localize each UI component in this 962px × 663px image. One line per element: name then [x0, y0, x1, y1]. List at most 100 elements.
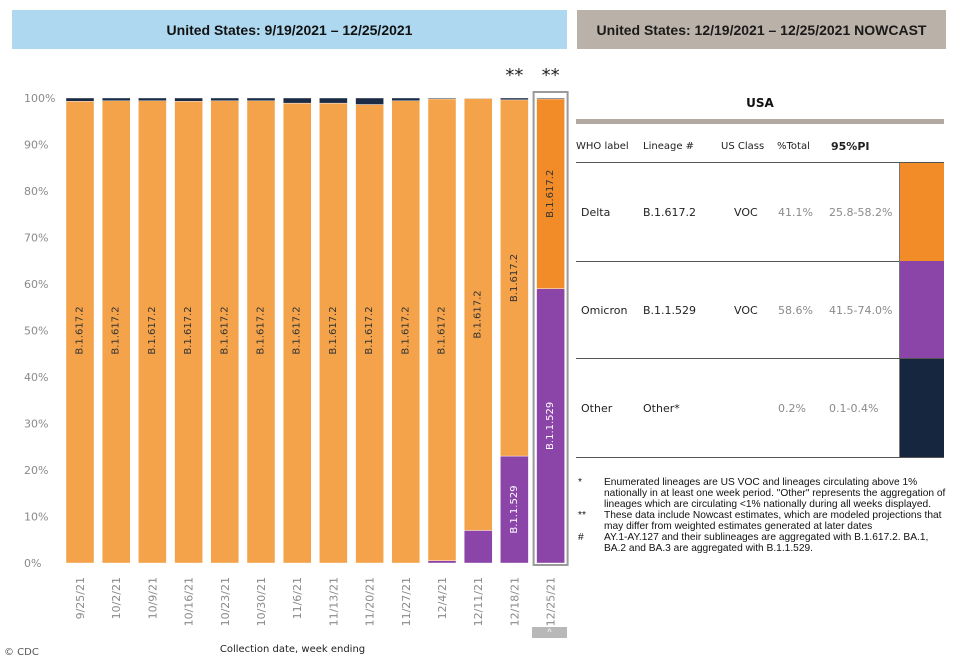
- col-pi: 95%PI: [831, 140, 870, 153]
- scroll-up-button[interactable]: ^: [532, 627, 567, 638]
- x-axis-label: Collection date, week ending: [219, 644, 366, 655]
- bar-segment: [283, 97, 312, 104]
- x-tick-label: 12/18/21: [508, 577, 521, 626]
- us-class: VOC: [734, 205, 758, 219]
- col-who-label: WHO label: [576, 141, 629, 152]
- bar-data-label: B.1.617.2: [473, 290, 484, 338]
- pct-total: 58.6%: [778, 303, 813, 317]
- pi-range: 25.8-58.2%: [829, 205, 893, 219]
- bar-data-label: B.1.617.2: [147, 306, 158, 354]
- footnote: # AY.1-AY.127 and their sublineages are …: [578, 532, 948, 554]
- bar-segment: [500, 455, 529, 564]
- footnote-marker: #: [578, 532, 584, 543]
- x-tick-label: 12/11/21: [472, 577, 485, 626]
- bar-segment: [65, 101, 95, 564]
- y-tick-label: 40%: [24, 371, 48, 384]
- pi-range: 0.1-0.4%: [829, 401, 879, 415]
- bar-segment: [101, 97, 131, 101]
- table-divider: [576, 261, 944, 262]
- bar-data-label: B.1.1.529: [545, 402, 556, 450]
- bar-segment: [464, 97, 493, 99]
- bar-segment: [174, 101, 203, 564]
- nowcast-bar-frame: [532, 91, 569, 566]
- x-tick-label: 10/2/21: [110, 577, 123, 619]
- footnote-text: AY.1-AY.127 and their sublineages are ag…: [604, 532, 929, 554]
- bar-segment: [391, 100, 420, 564]
- x-tick-label: 10/16/21: [183, 577, 196, 626]
- x-tick-label: 10/23/21: [219, 577, 232, 626]
- bar-data-label: B.1.617.2: [400, 306, 411, 354]
- bar-segment: [427, 97, 457, 100]
- footnote-marker: **: [578, 510, 586, 521]
- y-tick-label: 90%: [24, 139, 48, 152]
- bar-segment: [500, 97, 529, 101]
- bar-segment: [101, 100, 131, 564]
- bar-segment: [536, 97, 565, 100]
- color-swatch-delta: [899, 163, 944, 261]
- x-tick-label: 11/20/21: [364, 577, 377, 626]
- y-tick-label: 100%: [24, 92, 55, 105]
- col-total: %Total: [777, 141, 810, 152]
- bar-segment: [210, 97, 240, 101]
- bar-segment: [355, 104, 384, 564]
- y-tick-label: 20%: [24, 464, 48, 477]
- table-title-rule: [576, 119, 944, 124]
- nowcast-marker: **: [542, 65, 560, 86]
- nowcast-marker: **: [505, 65, 523, 86]
- bar-data-label: B.1.617.2: [183, 306, 194, 354]
- bar-data-label: B.1.617.2: [545, 170, 556, 218]
- table-divider: [576, 358, 944, 359]
- footnote: * Enumerated lineages are US VOC and lin…: [578, 477, 948, 510]
- cdc-logo: © CDC: [4, 647, 39, 658]
- footnote-text: These data include Nowcast estimates, wh…: [604, 510, 942, 532]
- footnote: ** These data include Nowcast estimates,…: [578, 510, 948, 532]
- us-class: VOC: [734, 303, 758, 317]
- col-lineage: Lineage #: [643, 141, 695, 152]
- bar-segment: [464, 98, 493, 531]
- table-divider: [576, 162, 944, 163]
- who-label: Delta: [581, 205, 611, 219]
- lineage: Other*: [643, 401, 680, 415]
- pi-range: 41.5-74.0%: [829, 303, 893, 317]
- x-tick-label: 11/27/21: [400, 577, 413, 626]
- bar-segment: [65, 97, 95, 102]
- bar-data-label: B.1.617.2: [437, 306, 448, 354]
- bar-data-label: B.1.617.2: [509, 254, 520, 302]
- x-tick-label: 11/13/21: [327, 577, 340, 626]
- table-row: Delta B.1.617.2 VOC 41.1% 25.8-58.2%: [576, 163, 944, 261]
- y-axis: 0% 10% 20% 30% 40% 50% 60% 70% 80% 90% 100%: [24, 92, 55, 570]
- bar-segment: [464, 530, 493, 564]
- nowcast-header: United States: 12/19/2021 – 12/25/2021 N…: [577, 10, 946, 49]
- table-divider: [576, 457, 944, 458]
- stacked-bar-chart: 0% 10% 20% 30% 40% 50% 60% 70% 80% 90% 100% B.1.61…: [24, 65, 569, 626]
- x-tick-label: 10/30/21: [255, 577, 268, 626]
- bars: B.1.617.2 B.1.617.2 B.1.617.2 B.1.617.2 B.1.…: [65, 91, 569, 566]
- bar-segment: [391, 97, 420, 101]
- bar-segment: [319, 102, 348, 564]
- bar-segment: [319, 97, 348, 104]
- color-swatch-other: [899, 359, 944, 457]
- who-label: Omicron: [581, 303, 628, 317]
- pct-total: 41.1%: [778, 205, 813, 219]
- bar-segment: [427, 98, 457, 561]
- bar-segment: [536, 288, 565, 564]
- x-tick-label: 12/25/21: [545, 577, 558, 626]
- pct-total: 0.2%: [778, 401, 806, 415]
- bar-segment: [210, 100, 240, 564]
- bar-segment: [246, 100, 276, 564]
- y-tick-label: 70%: [24, 232, 48, 245]
- bar-data-label: B.1.617.2: [219, 306, 230, 354]
- table-row: Other Other* 0.2% 0.1-0.4%: [576, 359, 944, 457]
- y-tick-label: 60%: [24, 278, 48, 291]
- col-us-class: US Class: [721, 141, 765, 152]
- lineage: B.1.617.2: [643, 205, 697, 219]
- chart-header: United States: 9/19/2021 – 12/25/2021: [12, 10, 567, 49]
- y-tick-label: 30%: [24, 418, 48, 431]
- lineage: B.1.1.529: [643, 303, 697, 317]
- x-tick-label: 11/6/21: [291, 577, 304, 619]
- table-row: Omicron B.1.1.529 VOC 58.6% 41.5-74.0%: [576, 261, 944, 359]
- x-tick-label: 9/25/21: [74, 577, 87, 619]
- x-tick-label: 10/9/21: [146, 577, 159, 619]
- bar-data-label: B.1.617.2: [292, 306, 303, 354]
- footnote-text: Enumerated lineages are US VOC and linea…: [604, 477, 946, 510]
